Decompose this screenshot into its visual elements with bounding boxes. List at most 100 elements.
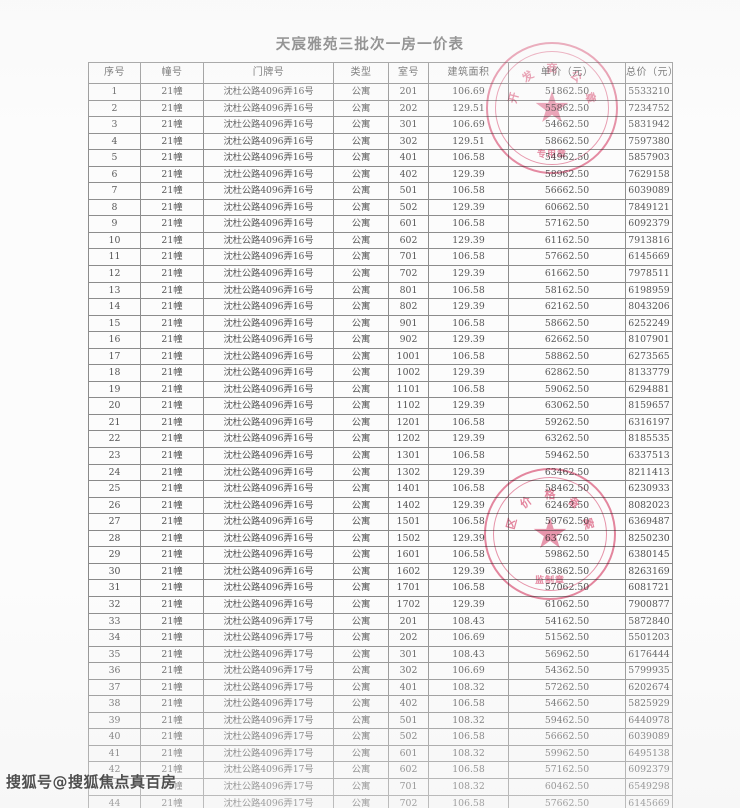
table-cell: 129.51 bbox=[428, 99, 509, 118]
table-cell: 62862.50 bbox=[508, 364, 626, 382]
table-cell: 44 bbox=[88, 794, 141, 808]
table-cell: 129.39 bbox=[428, 364, 509, 382]
table-cell: 沈杜公路4096弄16号 bbox=[203, 298, 334, 316]
table-row: 12 21幢 沈杜公路4096弄16号 公寓 702 129.39 61662.50 7978… bbox=[88, 265, 673, 283]
table-cell: 1301 bbox=[388, 447, 429, 465]
table-cell: 8107901 bbox=[625, 331, 673, 349]
table-cell: 35 bbox=[88, 645, 141, 664]
table-cell: 54962.50 bbox=[508, 149, 626, 167]
table-cell: 501 bbox=[388, 711, 429, 730]
table-cell: 5872840 bbox=[625, 612, 673, 631]
table-cell: 106.58 bbox=[428, 248, 509, 267]
table-cell: 21幢 bbox=[140, 298, 204, 316]
table-cell: 56962.50 bbox=[508, 645, 626, 664]
table-cell: 公寓 bbox=[333, 480, 389, 498]
table-cell: 公寓 bbox=[333, 728, 389, 746]
table-cell: 6230933 bbox=[625, 480, 673, 498]
table-cell: 21幢 bbox=[140, 662, 204, 680]
table-cell: 沈杜公路4096弄16号 bbox=[203, 116, 334, 134]
table-cell: 公寓 bbox=[333, 513, 389, 531]
table-cell: 59062.50 bbox=[508, 380, 626, 399]
table-cell: 公寓 bbox=[333, 711, 389, 730]
table-cell: 沈杜公路4096弄16号 bbox=[203, 595, 334, 614]
table-cell: 54362.50 bbox=[508, 662, 626, 680]
table-cell: 38 bbox=[88, 695, 141, 713]
table-cell: 17 bbox=[88, 347, 141, 366]
table-row: 8 21幢 沈杜公路4096弄16号 公寓 502 129.39 60662.50 78491… bbox=[88, 198, 673, 217]
table-cell: 21幢 bbox=[140, 695, 204, 713]
table-row: 17 21幢 沈杜公路4096弄16号 公寓 1001 106.58 58862.50 627… bbox=[88, 347, 673, 366]
table-cell: 401 bbox=[388, 149, 429, 167]
table-body: 1 21幢 沈杜公路4096弄16号 公寓 201 106.69 51862.50 55332… bbox=[88, 83, 673, 808]
table-cell: 106.58 bbox=[428, 380, 509, 399]
table-cell: 62662.50 bbox=[508, 331, 626, 349]
table-cell: 沈杜公路4096弄16号 bbox=[203, 248, 334, 267]
table-cell: 沈杜公路4096弄17号 bbox=[203, 678, 334, 697]
table-cell: 21幢 bbox=[140, 629, 204, 647]
table-row: 30 21幢 沈杜公路4096弄16号 公寓 1602 129.39 63862.50 826… bbox=[88, 562, 673, 581]
table-cell: 57162.50 bbox=[508, 761, 626, 779]
table-cell: 21幢 bbox=[140, 380, 204, 399]
table-cell: 108.43 bbox=[428, 612, 509, 631]
table-cell: 沈杜公路4096弄17号 bbox=[203, 777, 334, 796]
table-cell: 沈杜公路4096弄16号 bbox=[203, 364, 334, 382]
table-cell: 106.58 bbox=[428, 513, 509, 531]
table-cell: 6549298 bbox=[625, 777, 673, 796]
table-cell: 公寓 bbox=[333, 198, 389, 217]
table-cell: 502 bbox=[388, 728, 429, 746]
table-cell: 公寓 bbox=[333, 132, 389, 151]
table-cell: 106.69 bbox=[428, 629, 509, 647]
table-row: 6 21幢 沈杜公路4096弄16号 公寓 402 129.39 58962.50 76291… bbox=[88, 165, 673, 184]
table-cell: 19 bbox=[88, 380, 141, 399]
table-cell: 402 bbox=[388, 165, 429, 184]
table-cell: 18 bbox=[88, 364, 141, 382]
table-cell: 22 bbox=[88, 430, 141, 449]
table-row: 7 21幢 沈杜公路4096弄16号 公寓 501 106.58 56662.50 60390… bbox=[88, 182, 673, 200]
table-cell: 公寓 bbox=[333, 612, 389, 631]
table-cell: 21幢 bbox=[140, 447, 204, 465]
table-cell: 1701 bbox=[388, 579, 429, 597]
table-cell: 106.58 bbox=[428, 761, 509, 779]
table-cell: 21幢 bbox=[140, 231, 204, 250]
table-cell: 58662.50 bbox=[508, 314, 626, 333]
table-row: 5 21幢 沈杜公路4096弄16号 公寓 401 106.58 54962.50 58579… bbox=[88, 149, 673, 167]
table-cell: 1702 bbox=[388, 595, 429, 614]
table-cell: 7234752 bbox=[625, 99, 673, 118]
table-cell: 公寓 bbox=[333, 116, 389, 134]
table-cell: 公寓 bbox=[333, 777, 389, 796]
table-cell: 21幢 bbox=[140, 182, 204, 200]
table-cell: 公寓 bbox=[333, 744, 389, 763]
table-cell: 21幢 bbox=[140, 149, 204, 167]
table-cell: 沈杜公路4096弄16号 bbox=[203, 165, 334, 184]
table-cell: 沈杜公路4096弄16号 bbox=[203, 83, 334, 101]
table-cell: 沈杜公路4096弄17号 bbox=[203, 645, 334, 664]
table-cell: 63762.50 bbox=[508, 529, 626, 548]
table-cell: 701 bbox=[388, 777, 429, 796]
table-cell: 1102 bbox=[388, 397, 429, 415]
table-cell: 58962.50 bbox=[508, 165, 626, 184]
table-cell: 57062.50 bbox=[508, 579, 626, 597]
table-cell: 沈杜公路4096弄16号 bbox=[203, 132, 334, 151]
table-cell: 301 bbox=[388, 645, 429, 664]
table-cell: 58162.50 bbox=[508, 281, 626, 300]
table-cell: 1302 bbox=[388, 463, 429, 482]
table-cell: 公寓 bbox=[333, 447, 389, 465]
table-column-header: 单价（元） bbox=[508, 62, 626, 84]
table-cell: 129.39 bbox=[428, 165, 509, 184]
table-cell: 6176444 bbox=[625, 645, 673, 664]
table-cell: 3 bbox=[88, 116, 141, 134]
table-row: 44 21幢 沈杜公路4096弄17号 公寓 702 106.58 57662.50 6145… bbox=[88, 794, 673, 808]
table-cell: 8043206 bbox=[625, 298, 673, 316]
table-cell: 129.39 bbox=[428, 298, 509, 316]
table-cell: 16 bbox=[88, 331, 141, 349]
table-row: 31 21幢 沈杜公路4096弄16号 公寓 1701 106.58 57062.50 608… bbox=[88, 579, 673, 597]
table-cell: 21幢 bbox=[140, 248, 204, 267]
table-cell: 106.58 bbox=[428, 413, 509, 432]
table-cell: 6369487 bbox=[625, 513, 673, 531]
table-cell: 公寓 bbox=[333, 314, 389, 333]
table-cell: 公寓 bbox=[333, 645, 389, 664]
table-cell: 129.39 bbox=[428, 265, 509, 283]
table-cell: 59462.50 bbox=[508, 711, 626, 730]
table-cell: 沈杜公路4096弄17号 bbox=[203, 728, 334, 746]
table-cell: 58862.50 bbox=[508, 347, 626, 366]
